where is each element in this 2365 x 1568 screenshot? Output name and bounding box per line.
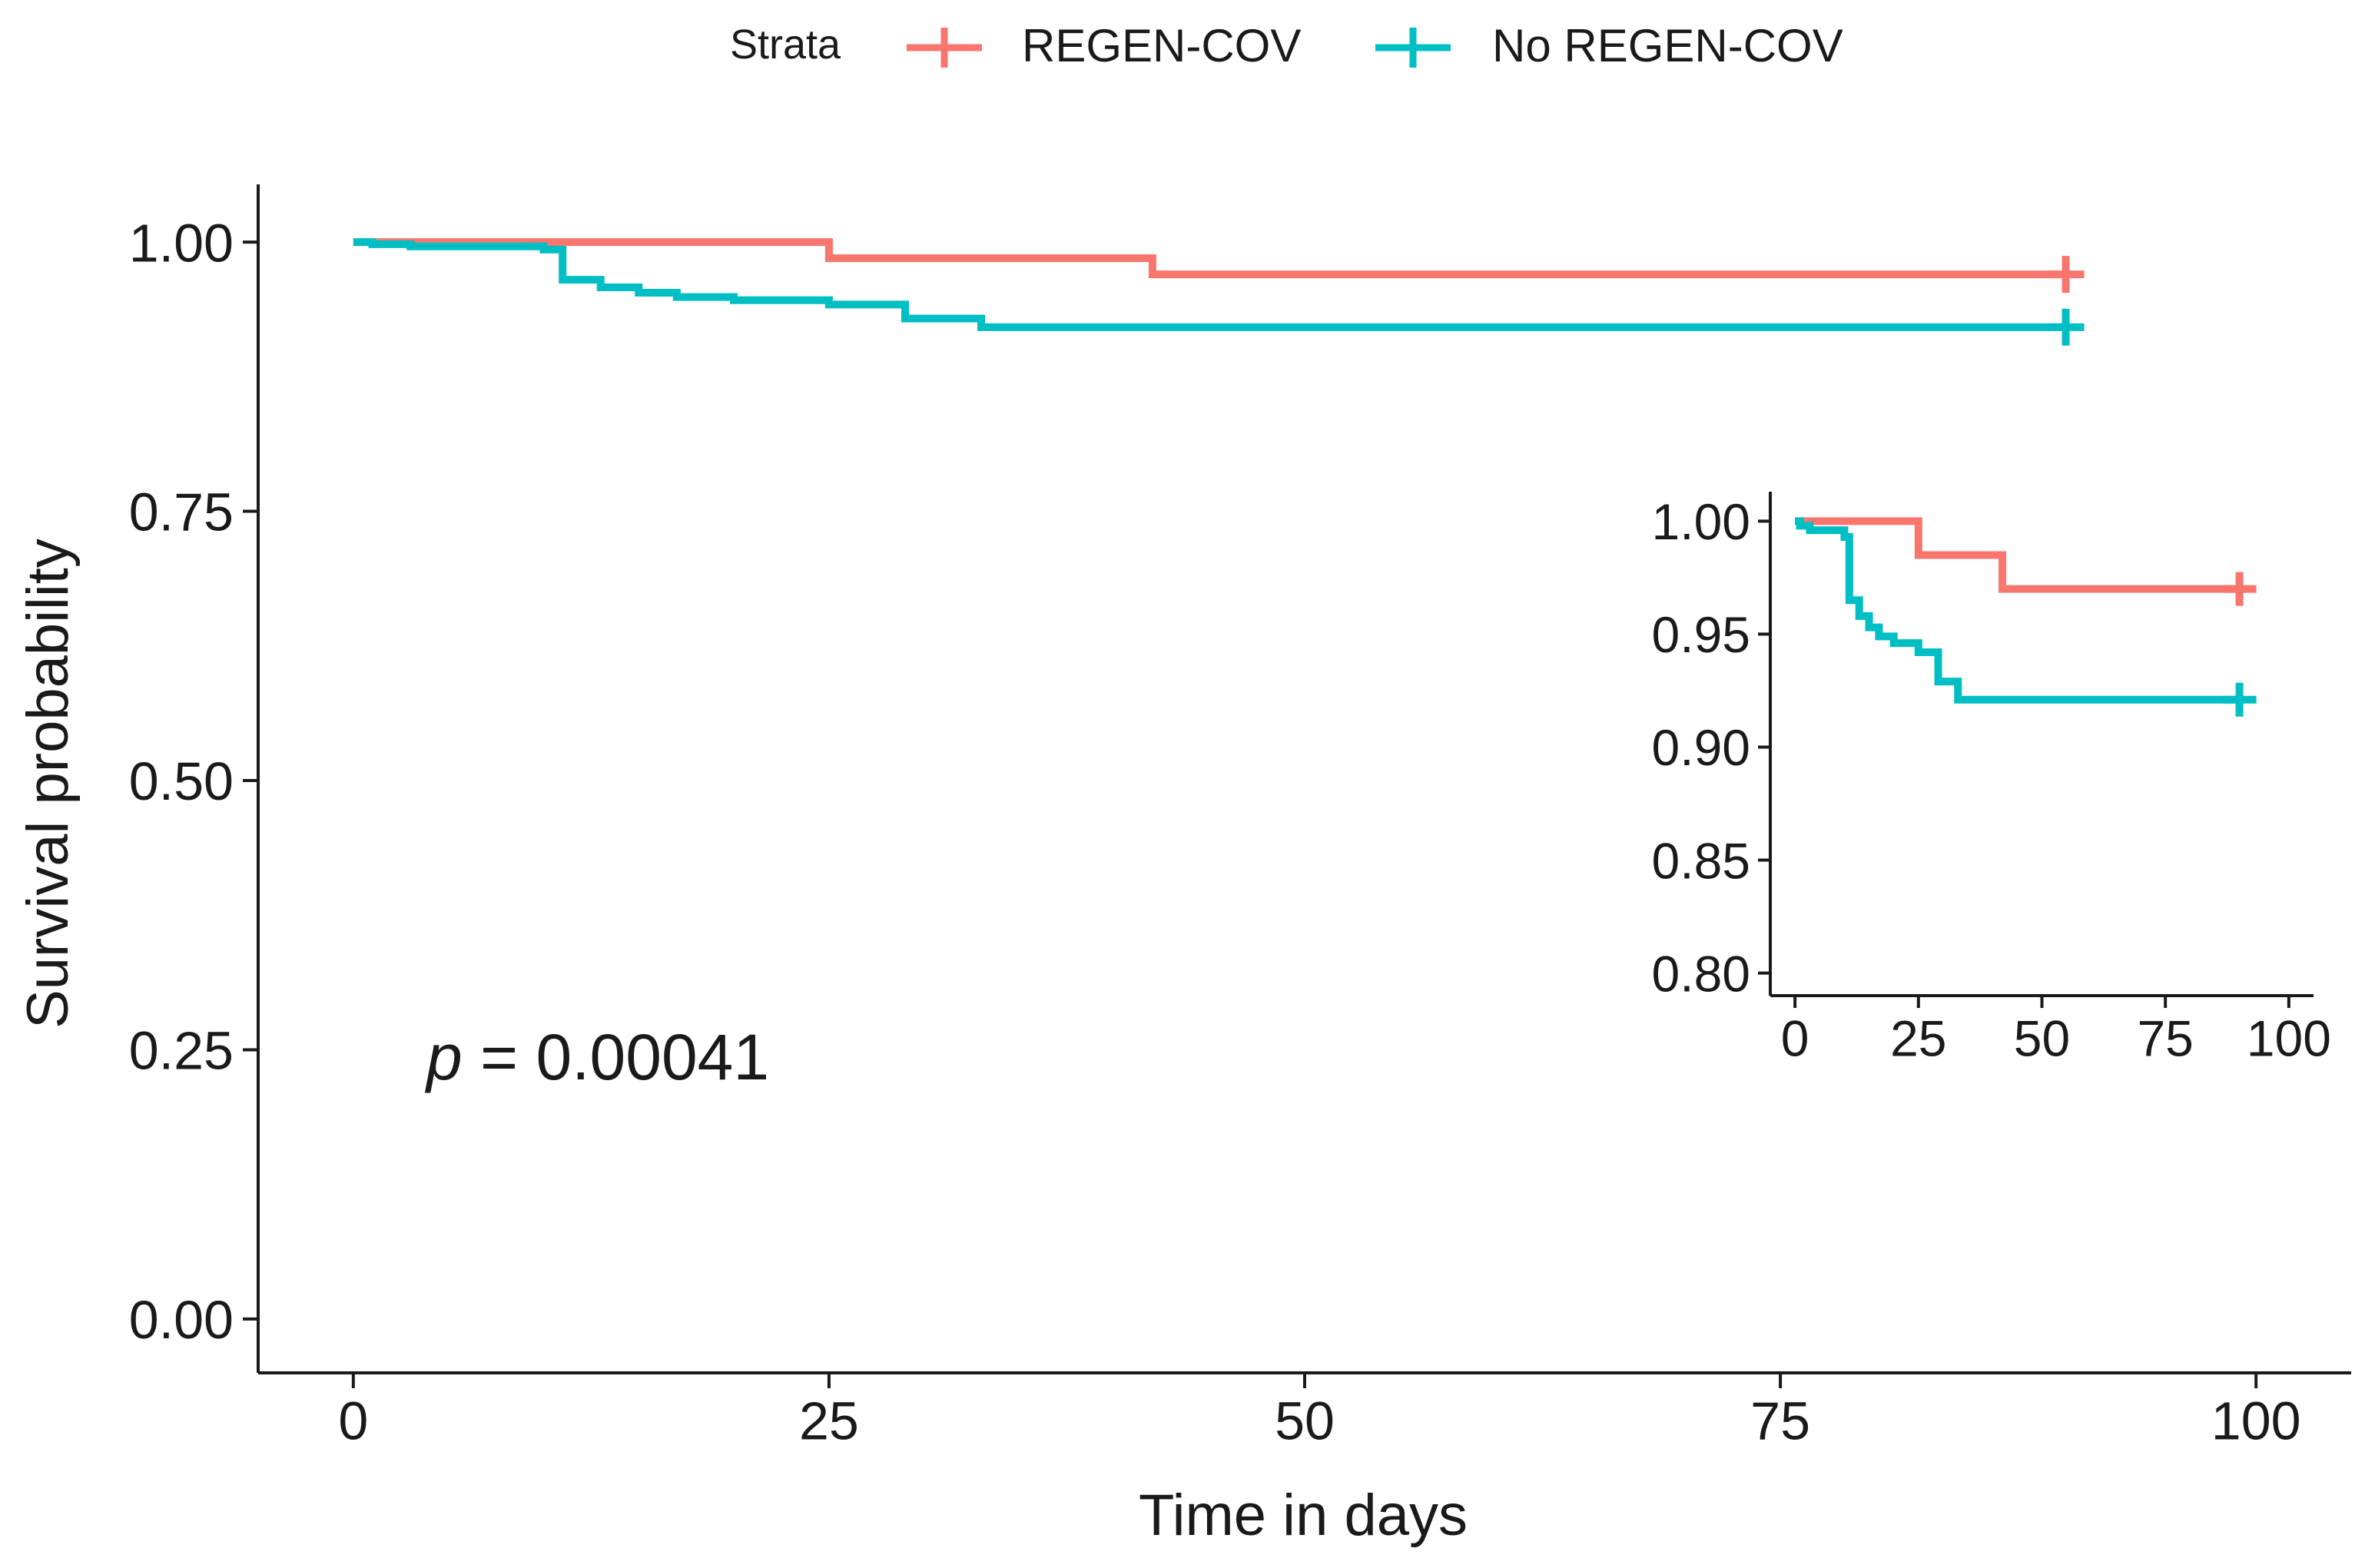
y-tick-label: 0.80 [1652,945,1750,1002]
y-tick-label: 1.00 [1652,493,1750,550]
survival-curve-no-regen-cov [353,238,2066,331]
legend-title: Strata [730,22,841,68]
x-tick-label: 100 [2247,1010,2331,1067]
x-tick-label: 50 [1275,1391,1335,1451]
legend-label: No REGEN-COV [1492,20,1843,71]
y-tick-label: 0.75 [129,482,234,542]
p-value-annotation: p = 0.00041 [424,1021,769,1093]
x-tick-label: 50 [2014,1010,2070,1067]
x-tick-label: 75 [1750,1391,1810,1451]
x-axis-label: Time in days [1139,1483,1468,1548]
y-tick-label: 0.50 [129,751,234,811]
y-axis-label: Survival probability [15,539,81,1029]
legend: Strata REGEN-COV No REGEN-COV [730,20,1843,71]
p-value-symbol: p [424,1021,463,1093]
y-tick-label: 0.25 [129,1021,234,1081]
y-tick-label: 0.00 [129,1290,234,1350]
x-tick-label: 100 [2211,1391,2301,1451]
x-tick-label: 25 [799,1391,859,1451]
y-tick-label: 1.00 [129,213,234,273]
y-tick-label: 0.90 [1652,719,1750,776]
survival-curve-regen-cov [353,238,2066,279]
legend-label: REGEN-COV [1022,20,1301,71]
main-plot: Time in days Survival probability 0.00 0.… [15,184,2351,1548]
x-tick-label: 75 [2137,1010,2193,1067]
y-tick-label: 0.95 [1652,606,1750,663]
survival-curve-regen-cov [1795,517,2240,593]
inset-plot: 0.80 0.85 0.90 0.95 1.00 0 25 50 75 100 [1652,492,2331,1067]
y-tick-label: 0.85 [1652,832,1750,889]
survival-curve-no-regen-cov [1795,517,2240,704]
x-tick-label: 0 [338,1391,368,1451]
x-tick-label: 25 [1890,1010,1946,1067]
p-value-text: = 0.00041 [463,1021,769,1093]
x-tick-label: 0 [1781,1010,1809,1067]
